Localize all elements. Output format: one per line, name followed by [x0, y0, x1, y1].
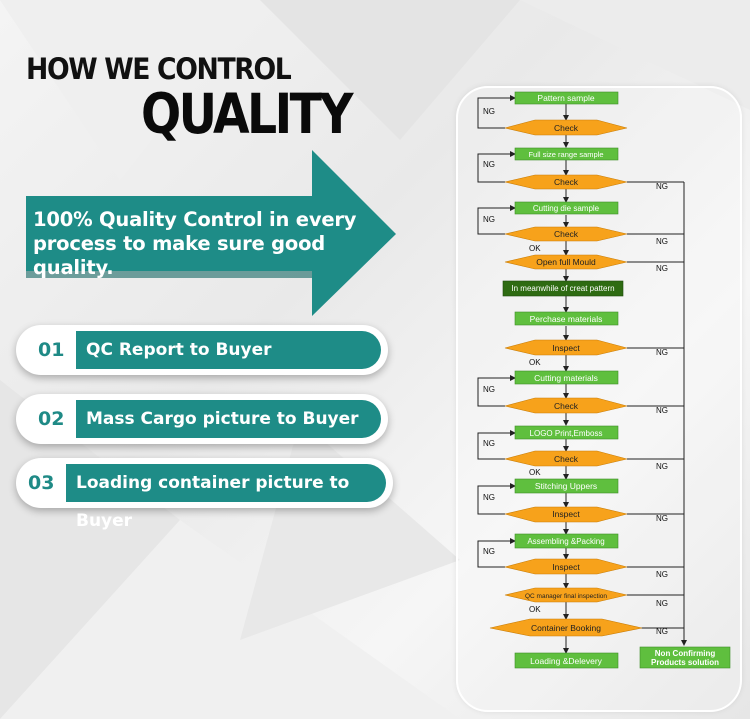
inspect-3: Inspect — [552, 562, 580, 572]
point-01: 01 QC Report to Buyer — [16, 325, 388, 375]
step-non-confirming-1: Non Confirming — [655, 649, 716, 658]
step-loading: Loading &Delevery — [530, 656, 603, 666]
step-purchase: Perchase materials — [530, 314, 603, 324]
check-2: Check — [554, 177, 579, 187]
ng-label: NG — [483, 547, 495, 556]
step-assembling: Assembling &Packing — [527, 537, 604, 546]
inspect-2: Inspect — [552, 509, 580, 519]
ng-label: NG — [483, 160, 495, 169]
point-03: 03 Loading container picture to Buyer — [16, 458, 393, 531]
ng-label: NG — [483, 215, 495, 224]
step-container-booking: Container Booking — [531, 623, 601, 633]
check-5: Check — [554, 454, 579, 464]
ok-label: OK — [529, 605, 541, 614]
step-cutting-die: Cutting die sample — [533, 204, 600, 213]
step-cutting-materials: Cutting materials — [534, 373, 598, 383]
step-stitching: Stitching Uppers — [535, 481, 597, 491]
ok-label: OK — [529, 244, 541, 253]
ng-label: NG — [656, 514, 668, 523]
point-number: 01 — [38, 339, 65, 361]
arrow-banner — [26, 150, 396, 316]
ok-label: OK — [529, 358, 541, 367]
check-4: Check — [554, 401, 579, 411]
ng-label: NG — [656, 599, 668, 608]
step-logo: LOGO Print,Emboss — [530, 429, 603, 438]
step-pattern-sample: Pattern sample — [537, 93, 594, 103]
point-label: QC Report to Buyer — [76, 331, 381, 369]
ng-label: NG — [483, 107, 495, 116]
check-3: Check — [554, 229, 579, 239]
step-meanwhile: In meanwhile of creat pattern — [511, 284, 614, 293]
step-non-confirming-2: Products solution — [651, 658, 719, 667]
point-label: Mass Cargo picture to Buyer — [76, 400, 381, 438]
inspect-1: Inspect — [552, 343, 580, 353]
point-label: Loading container picture to Buyer — [66, 464, 386, 531]
arrow-text: 100% Quality Control in every process to… — [33, 208, 357, 279]
ng-label: NG — [656, 237, 668, 246]
title-line-1: HOW WE CONTROL — [26, 52, 292, 86]
ng-label: NG — [656, 406, 668, 415]
ng-label: NG — [483, 385, 495, 394]
title-line-2: QUALITY — [141, 82, 354, 146]
step-qc-final: QC manager final inspection — [525, 593, 607, 600]
ng-label: NG — [656, 462, 668, 471]
ng-label: NG — [656, 182, 668, 191]
point-02: 02 Mass Cargo picture to Buyer — [16, 394, 388, 444]
ng-label: NG — [656, 348, 668, 357]
ok-label: OK — [529, 468, 541, 477]
point-number: 03 — [28, 472, 55, 494]
ng-label: NG — [656, 627, 668, 636]
ng-label: NG — [483, 439, 495, 448]
point-number: 02 — [38, 408, 65, 430]
check-1: Check — [554, 123, 579, 133]
ng-label: NG — [656, 264, 668, 273]
step-open-mould: Open full Mould — [536, 257, 596, 267]
ng-label: NG — [483, 493, 495, 502]
ng-label: NG — [656, 570, 668, 579]
step-full-size: Full size range sample — [528, 150, 603, 159]
